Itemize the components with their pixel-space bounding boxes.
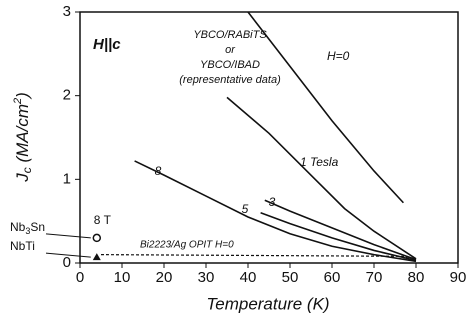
- note: (representative data): [179, 74, 281, 86]
- annotation: H||c: [93, 36, 121, 53]
- series-line: [260, 212, 417, 262]
- x-tick-label: 90: [450, 269, 467, 286]
- note: YBCO/RABiTS: [193, 29, 267, 41]
- series-label: 8: [155, 164, 162, 178]
- plot-frame: [79, 11, 459, 264]
- y-tick-label: 1: [63, 170, 71, 187]
- label-part: Nb: [10, 220, 26, 234]
- label-part: Sn: [30, 220, 45, 234]
- point-marker: [92, 253, 101, 261]
- point-marker: [92, 233, 102, 243]
- y-axis-label: Jc (MA/cm2): [12, 92, 34, 183]
- x-axis-label: Temperature (K): [206, 294, 329, 313]
- series-line: [226, 96, 417, 260]
- series-label: Bi2223/Ag OPIT H=0: [140, 240, 234, 251]
- x-tick-label: 60: [324, 269, 341, 286]
- series-label: H=0: [327, 49, 350, 63]
- series-label: 1 Tesla: [300, 155, 339, 169]
- note: or: [225, 44, 236, 56]
- x-tick-label: 50: [282, 269, 299, 286]
- x-tick-label: 70: [366, 269, 383, 286]
- x-tick-label: 30: [198, 269, 215, 286]
- x-tick-label: 0: [76, 269, 84, 286]
- series-line: [264, 199, 417, 261]
- y-tick-label: 3: [63, 3, 71, 20]
- series-line: [100, 254, 417, 260]
- x-tick-label: 20: [156, 269, 173, 286]
- leader-line: [45, 252, 91, 258]
- y-tick-label: 0: [63, 254, 71, 271]
- x-tick-label: 80: [408, 269, 425, 286]
- x-tick-label: 10: [114, 269, 131, 286]
- series-line: [247, 11, 404, 204]
- y-tick-label: 2: [63, 87, 71, 104]
- series-label: 3: [269, 195, 276, 209]
- series-label: 5: [242, 202, 249, 216]
- series-line: [134, 160, 417, 263]
- point-label: NbTi: [10, 239, 35, 253]
- label-part: NbTi: [10, 239, 35, 253]
- point-field: 8 T: [94, 213, 112, 227]
- label-sub: 3: [25, 226, 30, 236]
- x-tick-label: 40: [240, 269, 257, 286]
- point-label: Nb3Sn: [10, 220, 45, 236]
- leader-line: [45, 233, 91, 239]
- note: YBCO/IBAD: [200, 59, 260, 71]
